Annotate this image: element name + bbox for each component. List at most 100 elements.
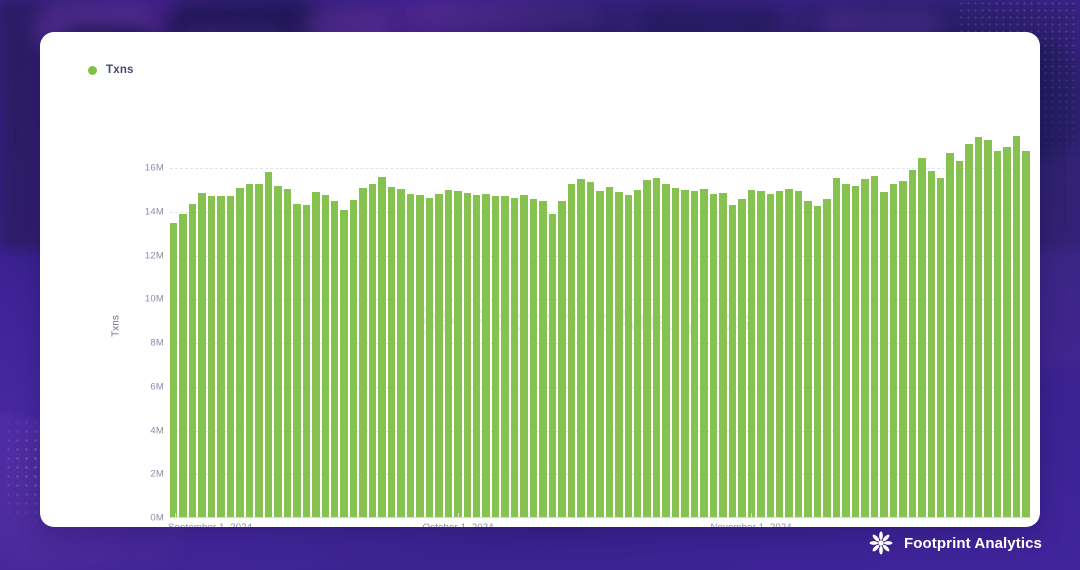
bar[interactable]	[378, 176, 386, 518]
bar[interactable]	[662, 184, 670, 518]
bar[interactable]	[700, 188, 708, 518]
bar[interactable]	[416, 195, 424, 518]
bar[interactable]	[1022, 150, 1030, 518]
legend-color-swatch-icon	[88, 65, 97, 75]
bar[interactable]	[406, 194, 415, 518]
bar[interactable]	[643, 180, 651, 518]
bar[interactable]	[397, 188, 405, 518]
bar[interactable]	[340, 209, 348, 518]
bar[interactable]	[170, 222, 178, 518]
bar[interactable]	[425, 197, 434, 518]
bar[interactable]	[974, 137, 983, 518]
bar[interactable]	[757, 190, 765, 518]
bar[interactable]	[207, 196, 216, 518]
bar[interactable]	[889, 184, 898, 518]
bar[interactable]	[444, 189, 453, 518]
bar[interactable]	[861, 178, 869, 518]
bar[interactable]	[274, 185, 282, 518]
bar[interactable]	[529, 198, 538, 518]
bar[interactable]	[321, 195, 329, 518]
bar[interactable]	[548, 213, 557, 518]
bar[interactable]	[899, 181, 907, 518]
bar[interactable]	[908, 170, 917, 518]
bar[interactable]	[918, 158, 926, 518]
bar[interactable]	[349, 199, 358, 518]
bar[interactable]	[302, 205, 311, 518]
y-axis-title: Txns	[110, 314, 122, 337]
bar[interactable]	[454, 190, 462, 518]
bar[interactable]	[188, 204, 197, 518]
legend-item-label: Txns	[106, 64, 134, 76]
bar[interactable]	[596, 190, 604, 518]
bar[interactable]	[832, 177, 841, 518]
bar[interactable]	[823, 198, 831, 518]
bar[interactable]	[605, 186, 614, 518]
bar[interactable]	[927, 171, 935, 518]
bar[interactable]	[794, 190, 803, 518]
bar[interactable]	[501, 196, 509, 518]
bar[interactable]	[198, 193, 206, 518]
bar[interactable]	[870, 175, 879, 518]
bar[interactable]	[558, 200, 566, 518]
bar-series-txns[interactable]	[170, 133, 1030, 518]
bar[interactable]	[813, 206, 822, 518]
bar[interactable]	[993, 150, 1002, 518]
bar[interactable]	[681, 189, 689, 518]
bar[interactable]	[615, 192, 623, 518]
bar[interactable]	[946, 152, 954, 518]
bar[interactable]	[539, 200, 547, 518]
bar[interactable]	[747, 189, 756, 518]
bar[interactable]	[842, 184, 850, 518]
bar[interactable]	[936, 177, 945, 518]
bar[interactable]	[255, 184, 263, 518]
bar[interactable]	[880, 192, 888, 518]
bar[interactable]	[491, 196, 500, 518]
brand-name: Footprint Analytics	[903, 534, 1042, 552]
bar[interactable]	[236, 187, 244, 518]
bar[interactable]	[776, 190, 784, 518]
bar[interactable]	[690, 190, 699, 518]
bar[interactable]	[955, 161, 964, 518]
bar[interactable]	[624, 195, 632, 518]
bar[interactable]	[283, 188, 292, 518]
bar[interactable]	[738, 198, 746, 518]
bar[interactable]	[463, 193, 471, 518]
bar[interactable]	[368, 184, 377, 518]
bar[interactable]	[1003, 147, 1011, 518]
bar[interactable]	[245, 184, 254, 518]
bar[interactable]	[577, 178, 585, 518]
bar[interactable]	[633, 189, 642, 518]
bar[interactable]	[586, 182, 595, 518]
bar[interactable]	[984, 139, 992, 518]
bar[interactable]	[766, 194, 774, 518]
bar[interactable]	[226, 196, 235, 518]
bar[interactable]	[330, 200, 339, 518]
bar[interactable]	[387, 186, 396, 518]
bar[interactable]	[1012, 136, 1021, 518]
bar[interactable]	[264, 172, 273, 518]
bar[interactable]	[179, 213, 187, 518]
bar[interactable]	[709, 194, 718, 518]
bar[interactable]	[785, 188, 793, 518]
chart-legend[interactable]: Txns	[88, 64, 134, 76]
bar[interactable]	[965, 143, 973, 518]
bar[interactable]	[217, 196, 225, 518]
bar[interactable]	[359, 187, 367, 518]
x-axis-tick-mark	[174, 513, 176, 518]
bar[interactable]	[312, 192, 320, 518]
bar[interactable]	[671, 187, 680, 518]
bar[interactable]	[851, 185, 860, 518]
bar[interactable]	[482, 194, 490, 518]
bar[interactable]	[804, 200, 812, 518]
bar[interactable]	[520, 195, 528, 518]
bar[interactable]	[728, 205, 737, 518]
bar[interactable]	[652, 177, 661, 518]
bar[interactable]	[567, 184, 576, 518]
bar[interactable]	[473, 195, 481, 518]
bar[interactable]	[719, 193, 727, 518]
bar[interactable]	[510, 197, 519, 518]
y-axis-tick-label: 6M	[150, 381, 164, 393]
bar[interactable]	[293, 204, 301, 518]
bar[interactable]	[435, 194, 443, 518]
